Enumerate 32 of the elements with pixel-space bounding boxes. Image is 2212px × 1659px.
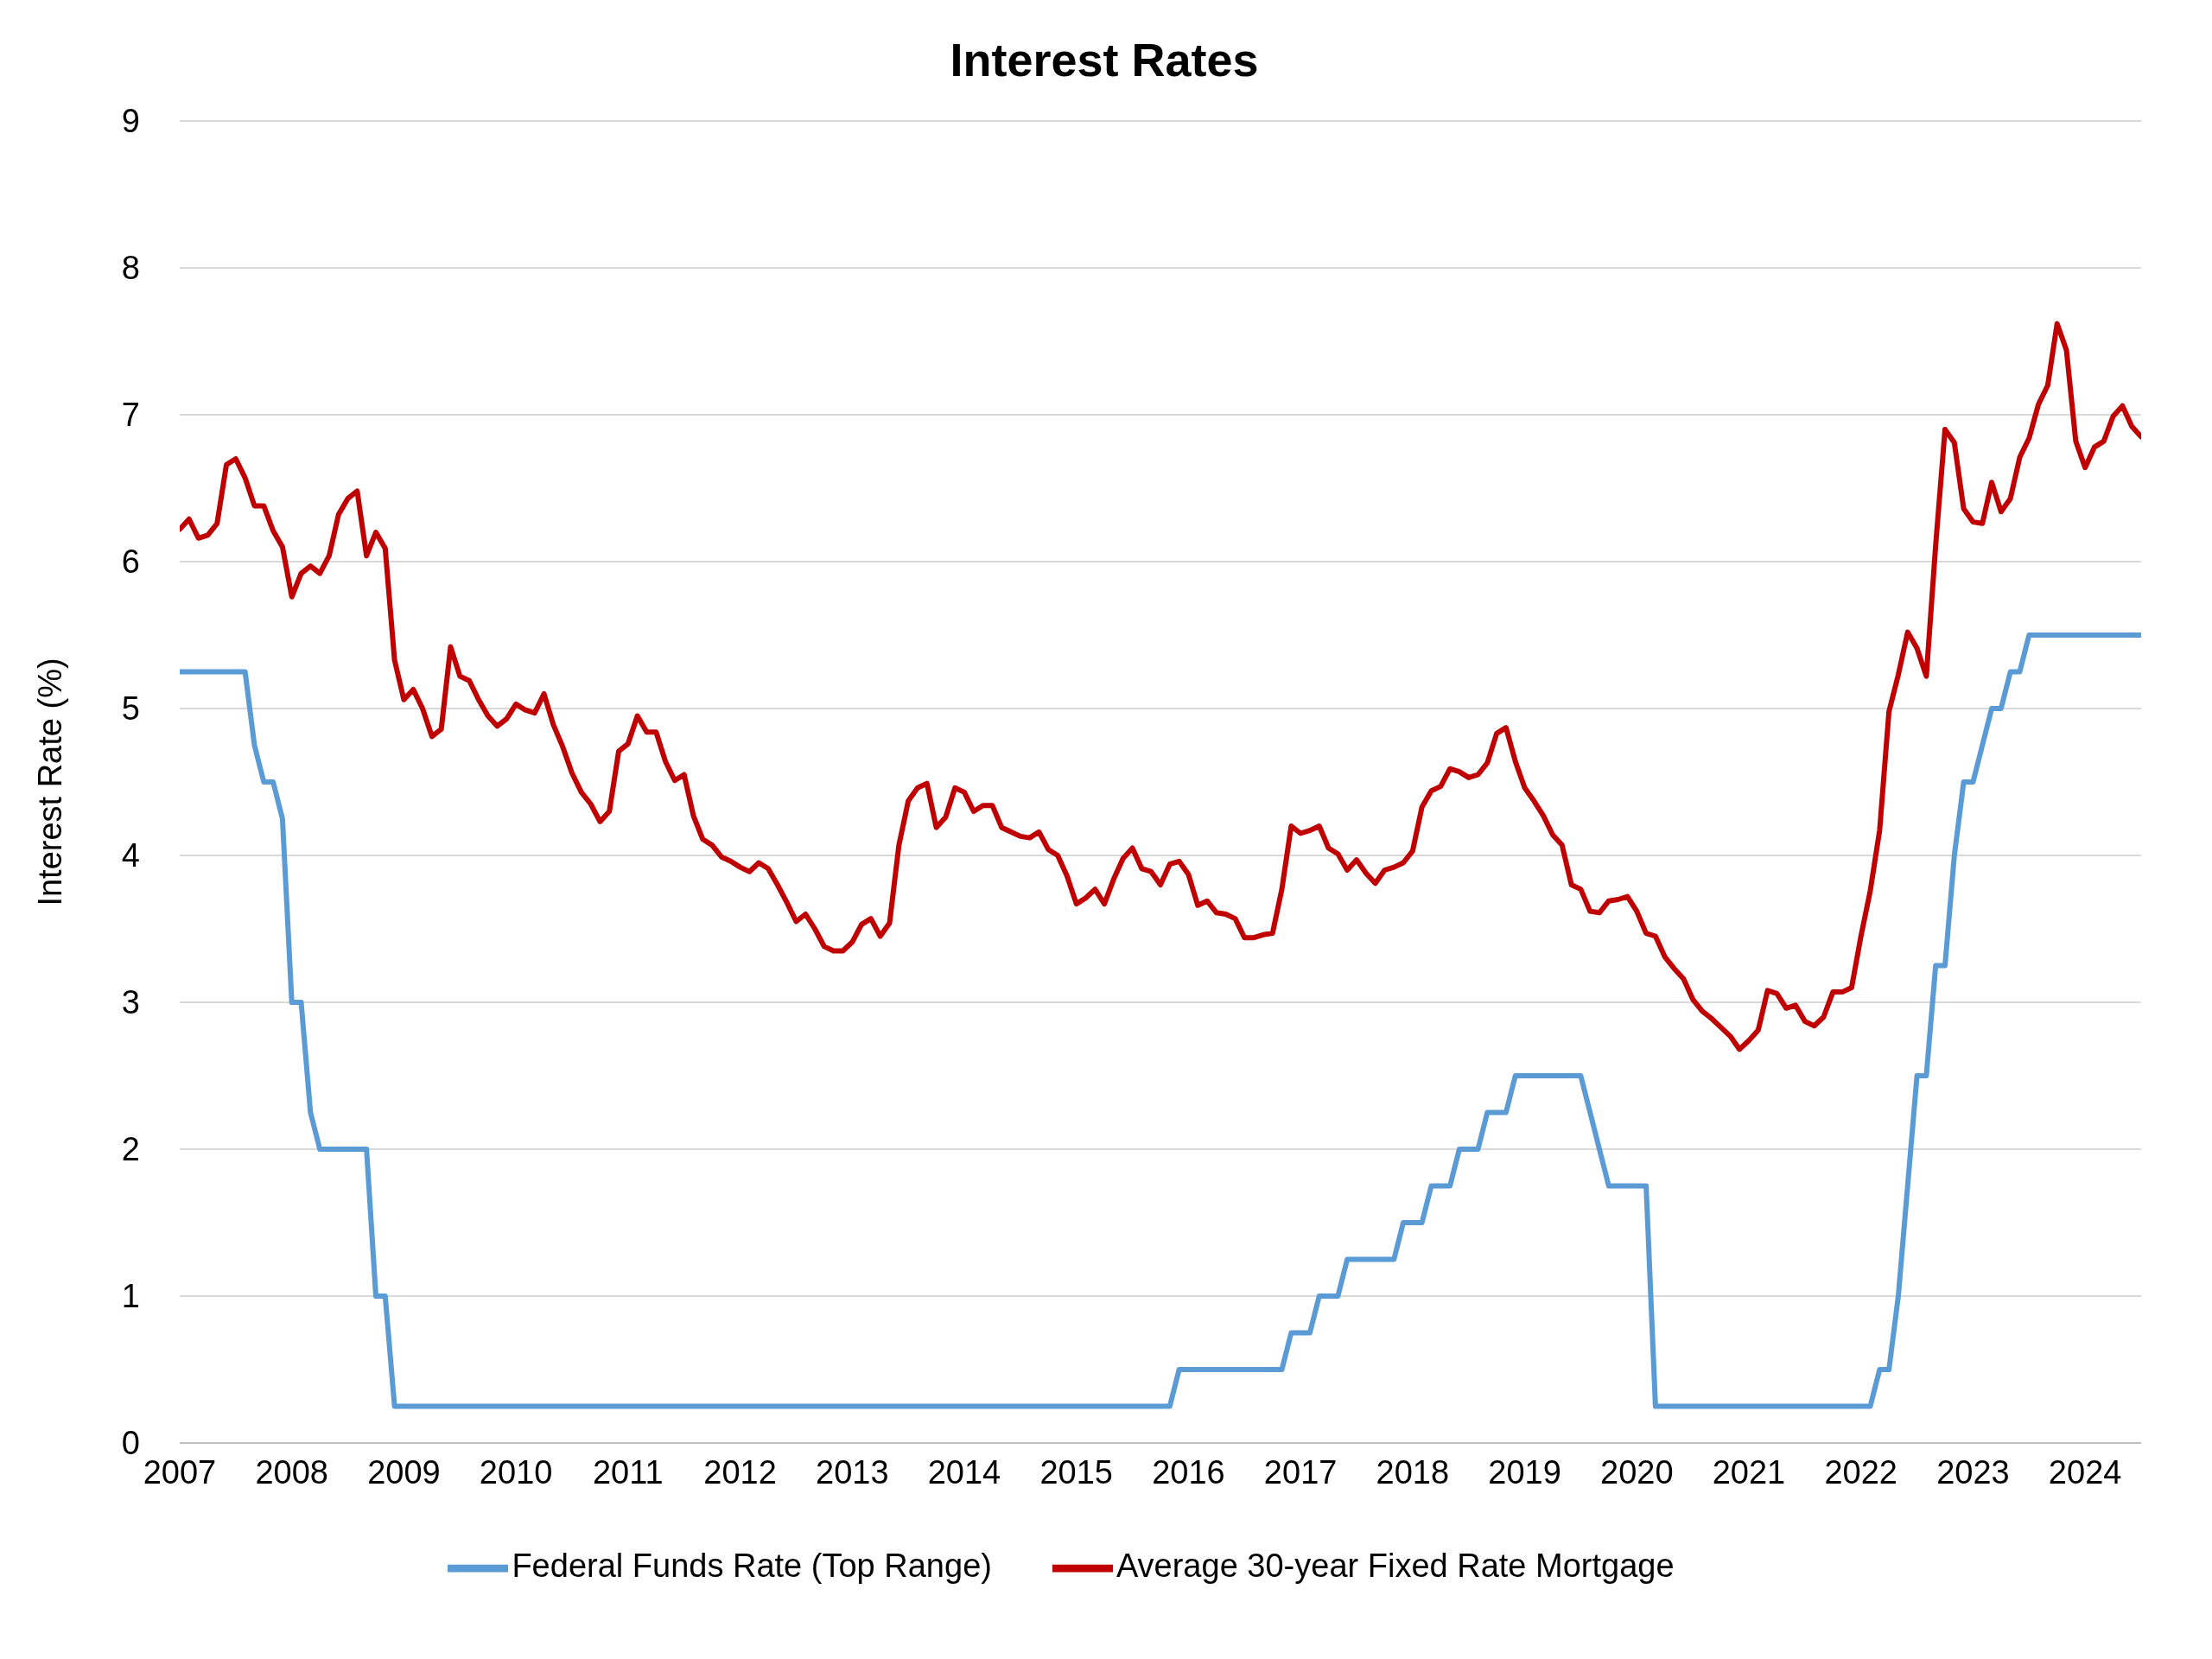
y-tick-label: 0 [121,1425,140,1462]
y-tick-label: 3 [121,984,140,1021]
x-tick-label: 2015 [1039,1453,1113,1491]
y-tick-label: 6 [121,543,140,581]
y-tick-label: 4 [121,837,140,874]
y-tick-label: 2 [121,1131,140,1168]
x-tick-label: 2024 [2048,1453,2122,1491]
y-axis-title: Interest Rate (%) [32,658,69,906]
legend-label: Federal Funds Rate (Top Range) [512,1548,992,1585]
y-tick-label: 8 [121,250,140,287]
x-tick-label: 2018 [1376,1453,1450,1491]
x-tick-label: 2014 [927,1453,1001,1491]
x-tick-label: 2009 [367,1453,441,1491]
x-tick-label: 2016 [1152,1453,1225,1491]
x-tick-label: 2008 [255,1453,328,1491]
y-tick-label: 7 [121,397,140,434]
x-tick-label: 2017 [1263,1453,1338,1491]
x-tick-label: 2012 [703,1453,777,1491]
y-tick-label: 5 [121,690,140,728]
chart-title: Interest Rates [949,33,1260,86]
y-tick-label: 1 [121,1278,140,1315]
x-tick-label: 2013 [816,1453,889,1491]
x-tick-label: 2020 [1600,1453,1674,1491]
x-tick-label: 2019 [1488,1453,1561,1491]
y-tick-label: 9 [121,103,140,140]
legend-label: Average 30-year Fixed Rate Mortgage [1116,1548,1675,1585]
x-tick-label: 2023 [1936,1453,2010,1491]
x-tick-label: 2011 [593,1453,664,1491]
x-tick-label: 2010 [479,1453,553,1491]
x-tick-label: 2021 [1712,1453,1786,1491]
x-tick-label: 2007 [143,1453,217,1491]
x-tick-label: 2022 [1824,1453,1897,1491]
